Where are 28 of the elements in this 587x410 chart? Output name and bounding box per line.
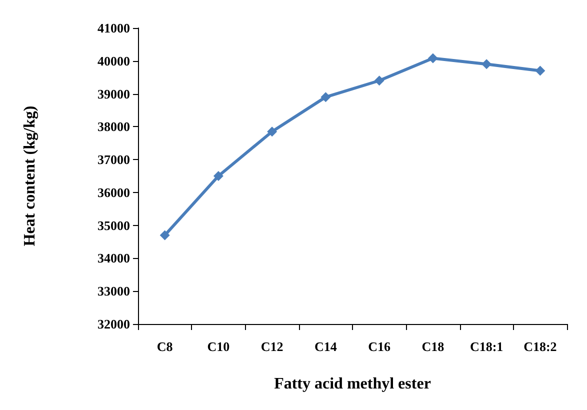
point (267, 126, 278, 137)
point (374, 76, 384, 86)
x-tick-label: C18:1 (470, 339, 504, 354)
y-tick-label: 38000 (98, 119, 130, 134)
y-tick-label: 41000 (98, 20, 130, 36)
x-tick-label: C18:2 (524, 339, 557, 354)
point (213, 171, 224, 181)
x-tick-label: C10 (207, 339, 230, 354)
y-axis-title: Heat content (kg/kg) (22, 106, 38, 246)
point (482, 59, 492, 70)
point (160, 230, 170, 240)
y-tick-label: 32000 (98, 316, 130, 332)
x-tick-label: C14 (314, 339, 338, 354)
point (535, 66, 546, 76)
y-tick-label: 34000 (98, 250, 130, 266)
y-tick-label: 39000 (98, 86, 130, 102)
x-tick-label: C16 (368, 339, 392, 354)
x-tick-label: C8 (156, 339, 174, 354)
x-tick-label: C18 (422, 339, 445, 354)
x-tick-label: C12 (260, 339, 284, 354)
point (320, 92, 331, 102)
y-tick-label: 33000 (98, 284, 130, 299)
point (428, 53, 438, 64)
x-axis-title: Fatty acid methyl ester (274, 376, 431, 392)
y-tick-label: 35000 (98, 218, 130, 233)
y-tick-label: 40000 (98, 53, 130, 68)
y-tick-label: 36000 (98, 184, 130, 200)
y-tick-label: 37000 (98, 152, 130, 168)
